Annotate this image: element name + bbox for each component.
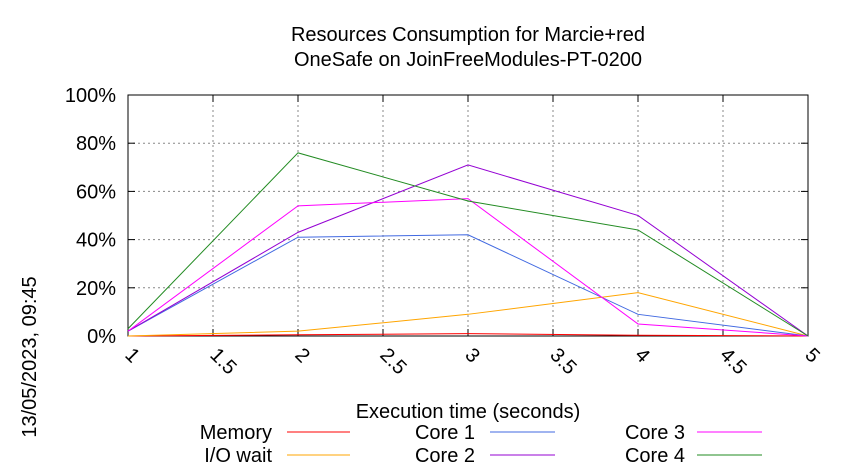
chart-title-line-2: OneSafe on JoinFreeModules-PT-0200 — [294, 49, 642, 71]
x-axis-label: Execution time (seconds) — [356, 401, 581, 423]
legend-label-core-1: Core 1 — [415, 422, 475, 444]
y-tick-label: 100% — [65, 85, 116, 107]
series-line-core-3 — [127, 198, 809, 337]
x-tick-label: 4.5 — [715, 344, 750, 379]
y-tick-label: 80% — [76, 133, 116, 155]
legend-label-core-2: Core 2 — [415, 445, 475, 467]
x-tick-label: 3.5 — [545, 344, 580, 379]
legend-label-memory: Memory — [200, 422, 272, 444]
series-line-core-4 — [127, 152, 809, 337]
grid — [128, 95, 808, 336]
series-line-i-o-wait — [127, 292, 809, 337]
y-tick-label: 20% — [76, 278, 116, 300]
legend-label-core-3: Core 3 — [625, 422, 685, 444]
x-tick-label: 1.5 — [205, 344, 240, 379]
x-tick-label: 2 — [290, 344, 313, 367]
chart-title-line-1: Resources Consumption for Marcie+red — [291, 24, 645, 46]
x-tick-label: 1 — [120, 344, 143, 367]
legend-label-core-4: Core 4 — [625, 445, 685, 467]
legend-label-i-o-wait: I/O wait — [204, 445, 272, 467]
x-tick-label: 3 — [460, 344, 483, 367]
series-line-core-2 — [127, 164, 809, 337]
timestamp: 13/05/2023, 09:45 — [19, 276, 41, 437]
series-lines — [127, 152, 809, 337]
series-line-memory — [127, 333, 809, 337]
x-tick-label: 5 — [800, 344, 823, 367]
y-tick-label: 40% — [76, 230, 116, 252]
x-tick-label: 2.5 — [375, 344, 410, 379]
series-line-core-1 — [127, 234, 809, 337]
x-tick-label: 4 — [630, 344, 653, 367]
y-axis: 0% 20% 40% 60% 80% 100% — [65, 85, 808, 348]
y-tick-label: 60% — [76, 181, 116, 203]
y-tick-label: 0% — [87, 326, 116, 348]
